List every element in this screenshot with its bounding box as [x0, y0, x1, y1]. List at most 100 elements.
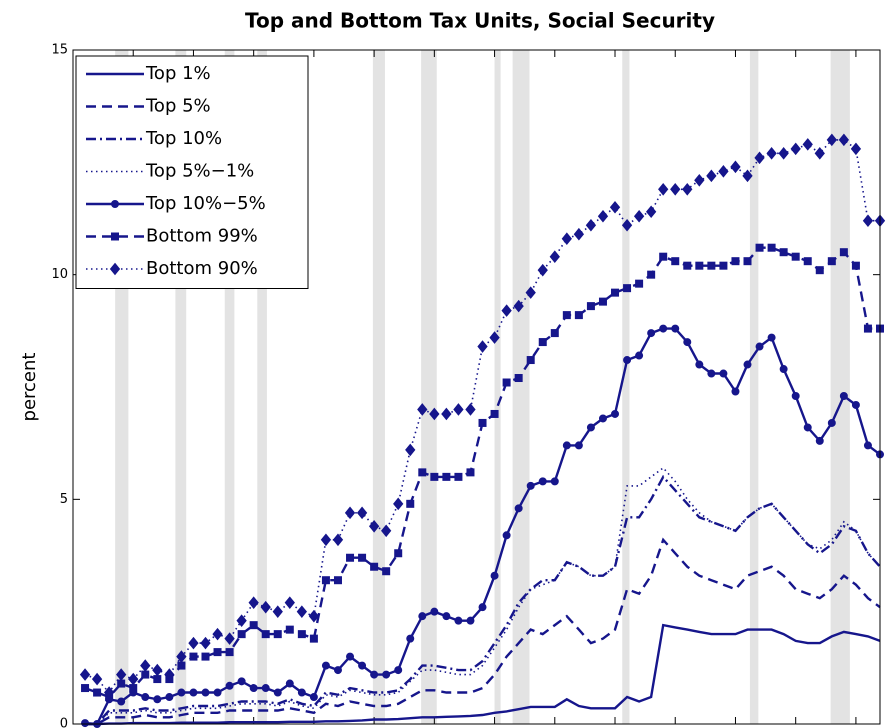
- marker: [574, 311, 583, 320]
- series-line: [85, 623, 881, 726]
- y-axis-label: percent: [19, 353, 40, 422]
- marker: [839, 248, 848, 257]
- marker: [755, 342, 764, 351]
- marker: [394, 549, 403, 558]
- marker: [478, 603, 487, 612]
- marker: [189, 688, 198, 697]
- marker: [683, 338, 692, 347]
- marker: [453, 403, 464, 416]
- marker: [585, 218, 597, 232]
- marker: [647, 329, 656, 338]
- marker: [201, 652, 210, 661]
- marker: [164, 668, 175, 681]
- marker: [597, 209, 609, 223]
- marker: [658, 183, 669, 196]
- marker: [356, 506, 368, 520]
- legend-label: Bottom 99%: [146, 226, 258, 247]
- marker: [683, 261, 692, 270]
- marker: [863, 441, 872, 450]
- marker: [176, 650, 187, 663]
- marker: [851, 400, 860, 409]
- series-line: [85, 537, 881, 726]
- marker: [333, 576, 342, 585]
- marker: [272, 605, 283, 618]
- marker: [418, 612, 427, 621]
- marker: [201, 688, 210, 697]
- marker: [513, 299, 524, 313]
- marker: [285, 679, 294, 688]
- marker: [730, 160, 741, 174]
- marker: [767, 333, 776, 342]
- marker: [117, 679, 126, 688]
- marker: [237, 677, 246, 686]
- marker: [213, 688, 222, 697]
- chart-title: Top and Bottom Tax Units, Social Securit…: [245, 9, 715, 33]
- marker: [225, 681, 234, 690]
- recession-band: [494, 50, 501, 724]
- marker: [514, 374, 523, 383]
- series-line: [85, 466, 881, 725]
- marker: [791, 391, 800, 400]
- marker: [623, 284, 632, 293]
- legend-label: Bottom 90%: [146, 258, 258, 279]
- marker: [308, 609, 320, 623]
- recession-band: [830, 50, 850, 724]
- legend-label: Top 5%: [145, 96, 211, 117]
- marker: [273, 630, 282, 639]
- marker: [261, 630, 270, 639]
- marker: [478, 418, 487, 427]
- marker: [91, 672, 103, 686]
- marker: [261, 684, 270, 693]
- recession-band: [749, 50, 759, 724]
- marker: [838, 133, 850, 147]
- marker: [153, 675, 162, 684]
- marker: [128, 672, 139, 686]
- marker: [778, 147, 789, 160]
- marker: [538, 477, 547, 486]
- marker: [370, 670, 379, 679]
- marker: [767, 243, 776, 252]
- marker: [284, 596, 295, 609]
- marker: [103, 686, 115, 699]
- marker: [117, 697, 126, 706]
- plot-frame: [72, 49, 881, 725]
- marker: [273, 688, 282, 697]
- marker: [549, 250, 560, 263]
- marker: [430, 607, 439, 616]
- series-line: [84, 327, 881, 726]
- marker: [79, 668, 91, 681]
- marker: [827, 257, 836, 266]
- marker: [285, 625, 294, 634]
- marker: [309, 634, 318, 643]
- marker: [381, 524, 392, 538]
- marker: [442, 472, 451, 481]
- marker: [790, 142, 801, 156]
- marker: [671, 324, 680, 333]
- marker: [863, 324, 872, 333]
- marker: [370, 562, 379, 571]
- marker: [417, 403, 428, 416]
- marker: [320, 533, 332, 547]
- marker: [574, 441, 583, 450]
- marker: [109, 262, 121, 276]
- marker: [635, 279, 644, 288]
- marker: [297, 630, 306, 639]
- marker: [695, 360, 704, 369]
- marker: [839, 391, 848, 400]
- marker: [635, 351, 644, 360]
- marker: [621, 218, 633, 232]
- marker: [695, 261, 704, 270]
- marker: [742, 169, 753, 183]
- marker: [394, 666, 403, 675]
- marker: [598, 297, 607, 306]
- marker: [466, 468, 475, 477]
- marker: [309, 693, 318, 702]
- marker: [358, 553, 367, 562]
- marker: [706, 169, 717, 183]
- marker: [466, 616, 475, 625]
- marker: [659, 324, 668, 333]
- series-line: [85, 474, 881, 726]
- marker: [754, 151, 765, 165]
- marker: [189, 652, 198, 661]
- marker: [248, 596, 259, 609]
